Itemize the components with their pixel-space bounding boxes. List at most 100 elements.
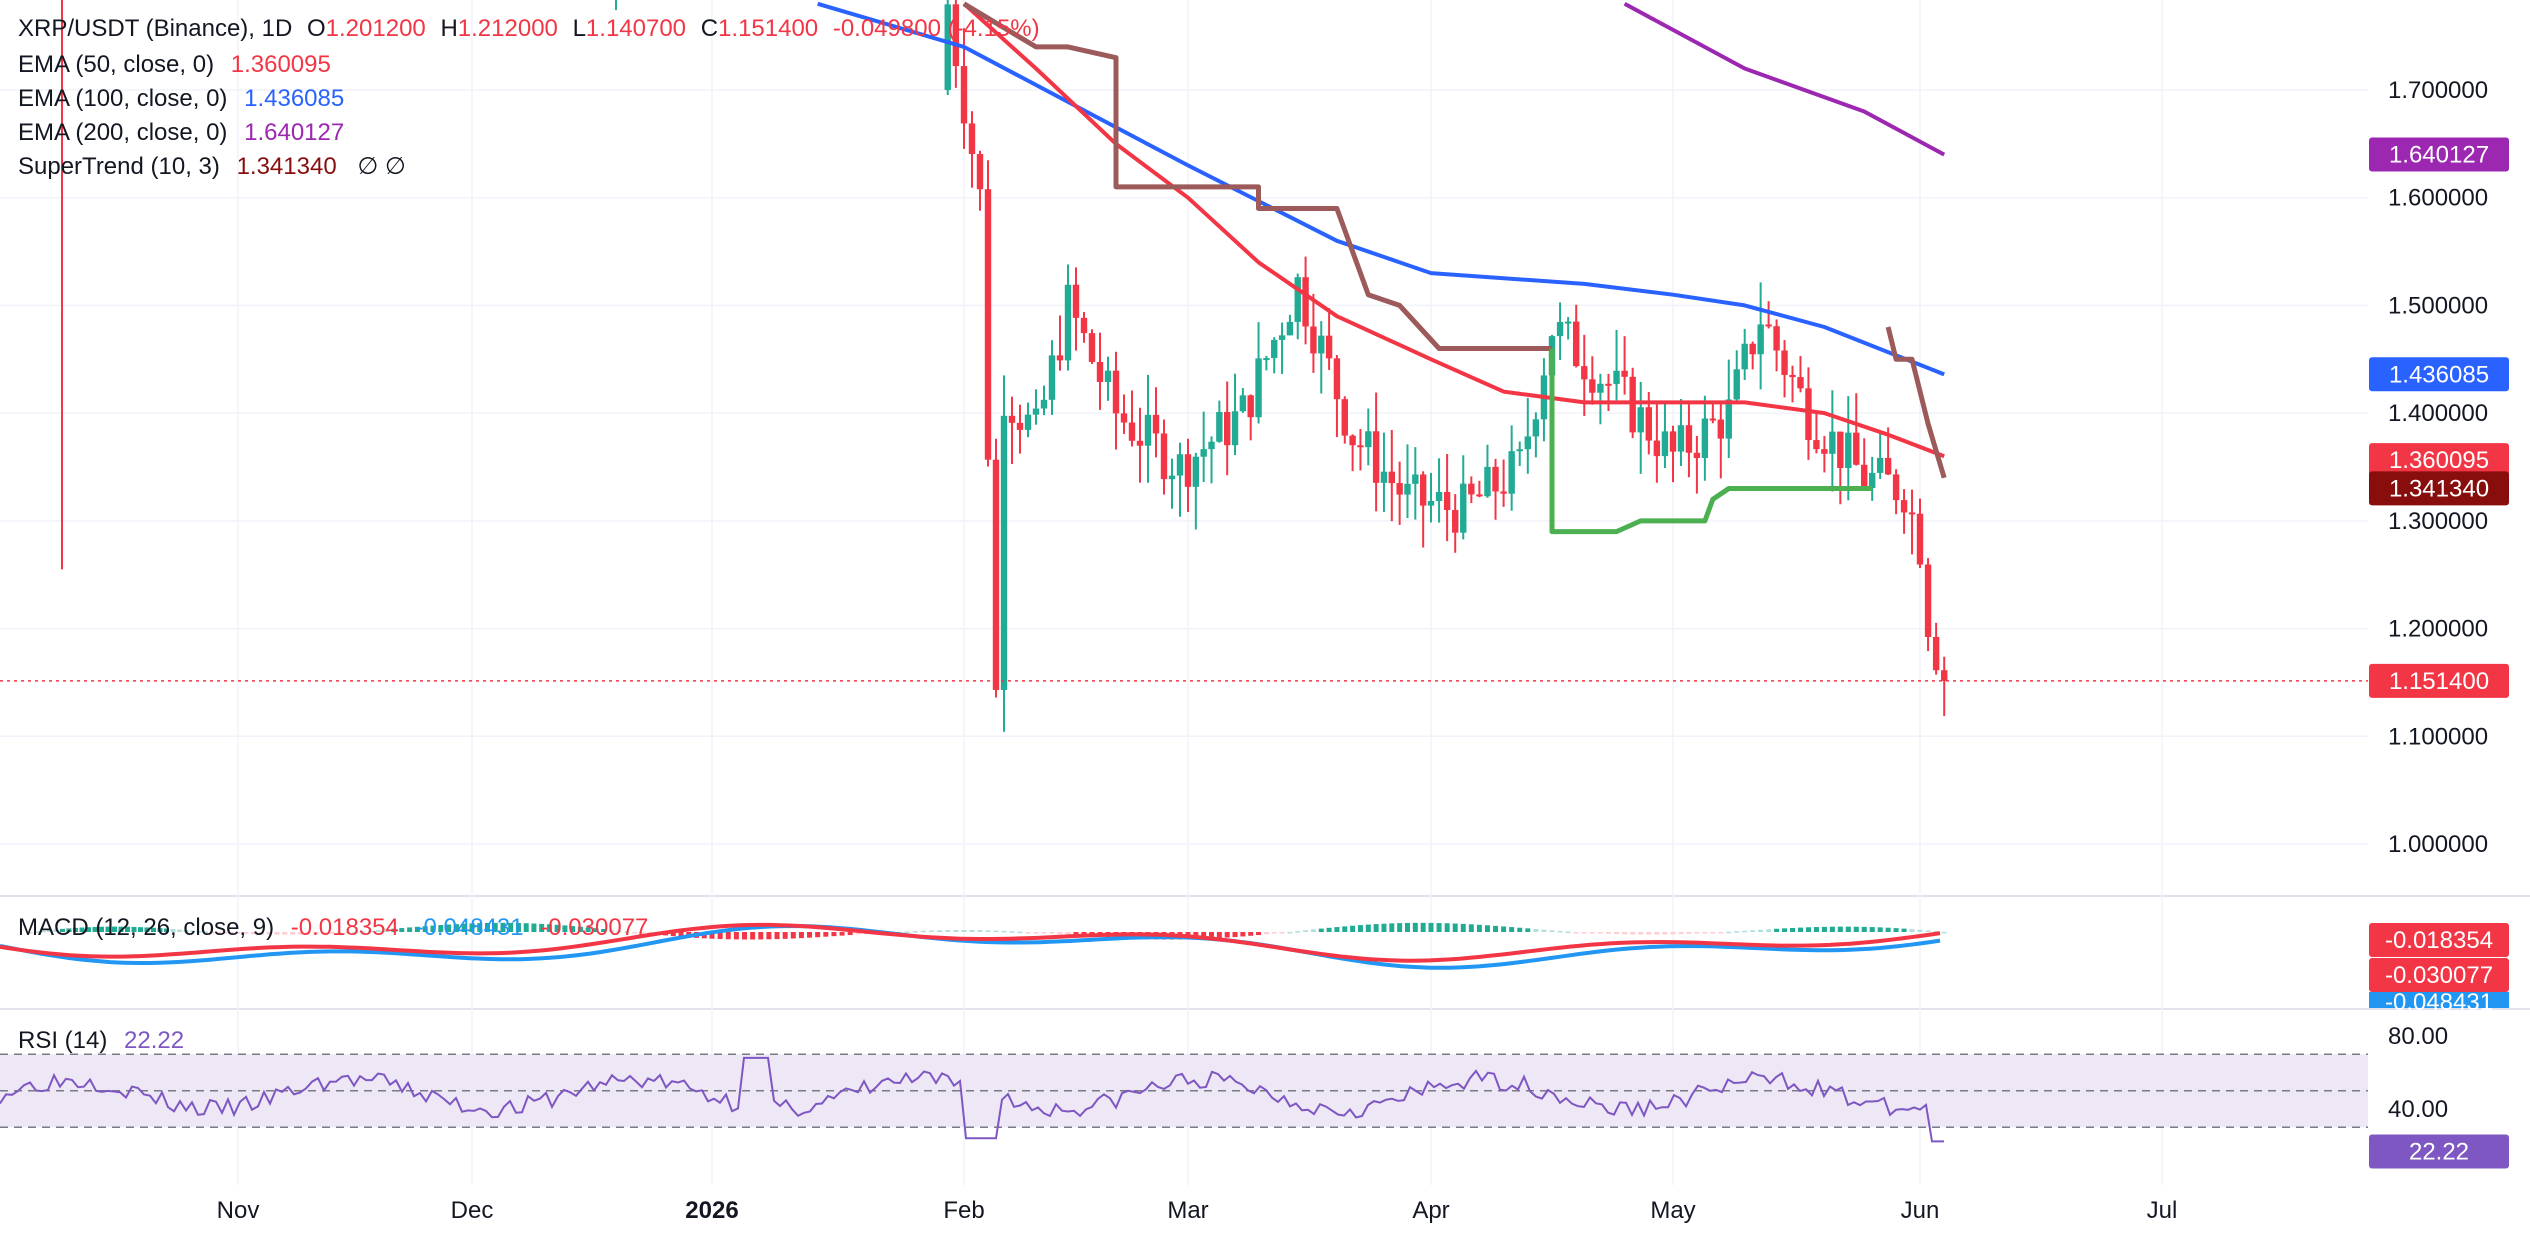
candle-body (1056, 355, 1064, 361)
y-tick-label: 1.000000 (2388, 831, 2488, 858)
candle-body (1443, 491, 1451, 511)
candle-body (1223, 411, 1231, 446)
x-tick-label: Mar (1167, 1197, 1208, 1224)
candle-body (1605, 383, 1612, 386)
candle-body (1749, 343, 1756, 355)
candle-body (976, 154, 984, 190)
legend-ema200[interactable]: EMA (200, close, 0) 1.640127 (18, 118, 344, 148)
legend-rsi-label: RSI (14) (18, 1027, 108, 1054)
candle-body (1476, 494, 1483, 497)
candle-body (1669, 431, 1677, 452)
macd-histogram-bar (1373, 924, 1379, 932)
macd-histogram-bar (305, 932, 311, 935)
candle-body (1484, 466, 1491, 497)
candle-body (1500, 491, 1507, 494)
candle-body (1813, 440, 1820, 450)
macd-line (0, 923, 1941, 970)
macd-histogram-bar (151, 927, 156, 932)
y-tick-label: 1.300000 (2388, 508, 2488, 535)
macd-histogram-bar (758, 932, 764, 940)
macd-histogram-bar (290, 932, 296, 935)
macd-histogram-bar (1501, 926, 1507, 932)
macd-histogram-bar (523, 923, 529, 932)
macd-histogram-bar (508, 922, 514, 932)
candle-body (1805, 388, 1812, 441)
candle-body (1112, 370, 1120, 414)
macd-histogram-bar (1334, 927, 1340, 932)
legend-macd[interactable]: MACD (12, 26, close, 9) -0.018354 -0.048… (18, 913, 648, 943)
legend-high: 1.212000 (457, 15, 558, 42)
candle-body (1310, 326, 1317, 354)
macd-histogram-bar (1017, 931, 1023, 934)
candle-body (984, 189, 992, 460)
macd-histogram-bar (1201, 932, 1207, 939)
candle-body (1372, 431, 1380, 483)
macd-histogram-bar (904, 931, 910, 933)
macd-histogram-bar (1350, 925, 1356, 932)
macd-histogram-bar (1654, 932, 1660, 935)
macd-histogram-bar (725, 932, 731, 940)
macd-histogram-bar (945, 930, 951, 932)
legend-macd-hist: -0.018354 (290, 914, 399, 941)
macd-histogram-bar (492, 922, 498, 932)
macd-histogram-bar (1240, 932, 1246, 937)
macd-histogram-bar (27, 932, 33, 934)
macd-histogram-bar (1248, 932, 1254, 936)
candle-body (1861, 464, 1868, 489)
macd-histogram-bar (79, 927, 85, 932)
macd-histogram-bar (164, 928, 169, 932)
macd-histogram-bar (1758, 929, 1764, 932)
macd-histogram-bar (1901, 928, 1907, 932)
macd-histogram-bar (1436, 923, 1442, 932)
macd-histogram-bar (1025, 932, 1031, 934)
legend-high-key: H (440, 15, 458, 42)
macd-histogram-bar (99, 926, 104, 932)
macd-histogram-bar (1702, 932, 1708, 934)
candle-body (1892, 474, 1900, 501)
candle-body (1128, 422, 1136, 441)
macd-histogram-bar (912, 931, 918, 933)
candle-body (1613, 370, 1620, 384)
candle-body (1884, 457, 1892, 475)
macd-histogram-bar (1041, 932, 1047, 934)
legend-ema100[interactable]: EMA (100, close, 0) 1.436085 (18, 84, 344, 114)
x-tick-label: Dec (451, 1197, 494, 1224)
macd-histogram-bar (1224, 932, 1230, 938)
candle-body (1048, 355, 1056, 400)
price-label-rsi-bg (2369, 1134, 2509, 1169)
macd-histogram-bar (47, 930, 52, 932)
candle-body (1661, 431, 1669, 457)
macd-histogram-bar (329, 932, 335, 934)
legend-ema50[interactable]: EMA (50, close, 0) 1.360095 (18, 50, 331, 80)
macd-histogram-bar (222, 932, 228, 934)
macd-histogram-bar (157, 928, 163, 932)
macd-histogram-bar (855, 932, 861, 935)
macd-histogram-bar (40, 930, 46, 933)
macd-histogram-bar (438, 925, 444, 932)
candle-body (1231, 411, 1239, 446)
macd-histogram-bar (1444, 923, 1450, 932)
macd-histogram-bar (1581, 932, 1587, 934)
macd-histogram-bar (1397, 923, 1403, 932)
macd-histogram-bar (1614, 932, 1620, 935)
legend-rsi[interactable]: RSI (14) 22.22 (18, 1026, 184, 1056)
macd-histogram-bar (1718, 932, 1724, 934)
legend-supertrend[interactable]: SuperTrend (10, 3) 1.341340 ∅ ∅ (18, 152, 406, 182)
legend-symbol[interactable]: XRP/USDT (Binance), 1D (18, 15, 293, 42)
macd-histogram-bar (1318, 928, 1324, 932)
macd-histogram-bar (782, 932, 788, 939)
candle-body (1064, 284, 1072, 361)
macd-histogram-bar (297, 932, 303, 935)
macd-histogram-bar (1073, 932, 1079, 936)
macd-histogram-bar (190, 930, 195, 933)
macd-histogram-bar (1638, 932, 1644, 935)
candle-body (1573, 321, 1580, 367)
candle-body (1468, 483, 1475, 495)
macd-histogram-bar (1412, 922, 1418, 932)
macd-histogram-bar (1869, 927, 1875, 932)
legend-st-label: SuperTrend (10, 3) (18, 153, 220, 180)
macd-histogram-bar (368, 930, 374, 933)
price-label-supertrend: 1.341340 (2389, 475, 2489, 502)
